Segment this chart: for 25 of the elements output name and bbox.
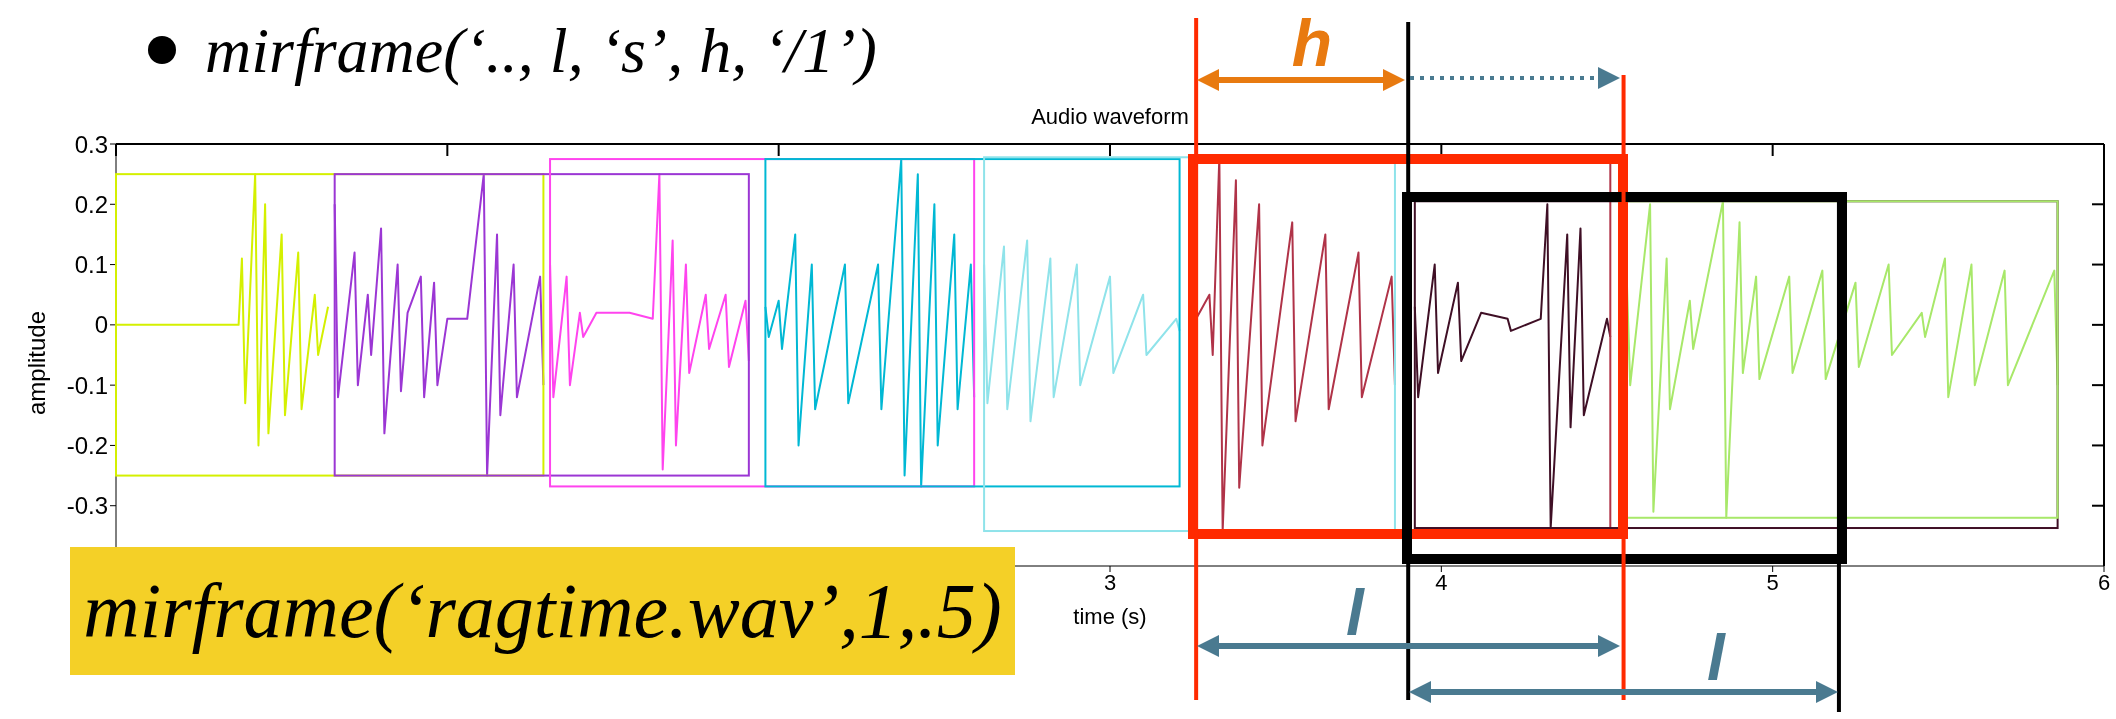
y-tick-label: -0.3 xyxy=(66,492,108,520)
text: l xyxy=(1707,622,1727,694)
y-tick-label: 0 xyxy=(94,311,108,339)
x-axis-title: time (s) xyxy=(1073,603,1147,629)
line-series xyxy=(549,173,750,471)
y-tick-label: 0.2 xyxy=(74,190,108,218)
y-tick-label: -0.1 xyxy=(66,371,108,399)
x-tick-label: 3 xyxy=(1103,569,1117,595)
line-series xyxy=(1413,203,1612,530)
line-series xyxy=(764,158,976,488)
y-tick-label: 0.1 xyxy=(74,251,108,279)
text: mirframe(‘.., l, ‘s’, h, ‘/1’) xyxy=(205,15,877,86)
text: mirframe(‘ragtime.wav’,1,.5) xyxy=(70,547,1015,675)
chart-title: Audio waveform xyxy=(1030,104,1190,130)
x-tick-label: 6 xyxy=(2097,569,2111,595)
y-axis-title: amplitude xyxy=(22,310,50,415)
text: l xyxy=(1346,577,1366,649)
line-series xyxy=(983,239,1181,423)
y-tick-label: 0.3 xyxy=(74,130,108,158)
x-tick-label: 4 xyxy=(1435,569,1448,595)
line-series xyxy=(116,173,330,447)
text: h xyxy=(1291,6,1333,80)
y-tick-label: -0.2 xyxy=(66,431,108,459)
x-tick-label: 5 xyxy=(1766,569,1779,595)
line-series xyxy=(333,173,545,477)
